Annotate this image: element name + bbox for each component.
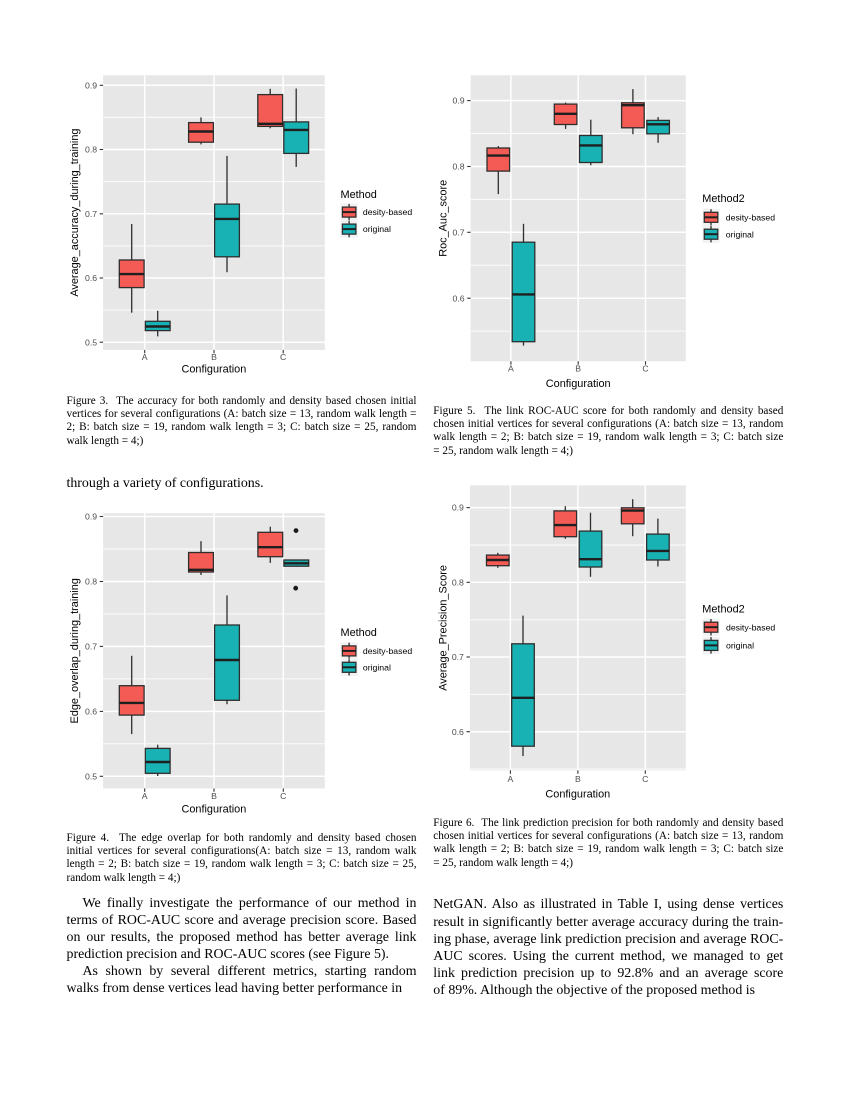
- svg-text:0.9: 0.9: [85, 512, 97, 522]
- svg-text:desity-based: desity-based: [363, 207, 412, 217]
- svg-text:0.6: 0.6: [85, 273, 97, 283]
- svg-text:0.7: 0.7: [85, 642, 97, 652]
- svg-text:Edge_overlap_during_training: Edge_overlap_during_training: [69, 578, 81, 723]
- svg-text:original: original: [726, 229, 754, 239]
- svg-text:Method: Method: [341, 627, 377, 639]
- svg-text:Average_Precision_Score: Average_Precision_Score: [437, 565, 449, 691]
- svg-text:desity-based: desity-based: [363, 646, 412, 656]
- svg-text:desity-based: desity-based: [726, 212, 775, 222]
- svg-text:B: B: [575, 774, 581, 784]
- svg-text:Configuration: Configuration: [182, 803, 247, 815]
- svg-text:0.9: 0.9: [453, 96, 465, 106]
- svg-text:Average_accuracy_during_traini: Average_accuracy_during_training: [69, 129, 81, 297]
- svg-text:0.8: 0.8: [85, 145, 97, 155]
- svg-text:0.8: 0.8: [85, 577, 97, 587]
- svg-text:Method2: Method2: [702, 193, 744, 205]
- svg-text:A: A: [508, 774, 514, 784]
- svg-text:Method2: Method2: [702, 603, 744, 615]
- svg-text:Roc_Auc_score: Roc_Auc_score: [437, 180, 449, 257]
- svg-text:0.6: 0.6: [453, 293, 465, 303]
- svg-text:0.9: 0.9: [85, 80, 97, 90]
- svg-text:original: original: [363, 224, 391, 234]
- svg-text:C: C: [280, 352, 286, 362]
- svg-text:0.8: 0.8: [453, 162, 465, 172]
- svg-text:original: original: [363, 662, 391, 672]
- svg-text:B: B: [575, 363, 581, 373]
- svg-text:C: C: [280, 791, 286, 801]
- svg-text:C: C: [642, 363, 648, 373]
- svg-text:0.6: 0.6: [85, 707, 97, 717]
- svg-text:A: A: [508, 363, 514, 373]
- svg-text:0.7: 0.7: [453, 227, 465, 237]
- svg-text:B: B: [211, 791, 217, 801]
- svg-text:original: original: [726, 641, 754, 651]
- svg-text:B: B: [211, 352, 217, 362]
- svg-text:Configuration: Configuration: [545, 789, 610, 801]
- svg-text:Configuration: Configuration: [182, 364, 247, 376]
- svg-text:0.5: 0.5: [85, 337, 97, 347]
- svg-text:A: A: [142, 791, 148, 801]
- svg-text:Configuration: Configuration: [546, 378, 611, 390]
- svg-text:Method: Method: [341, 189, 377, 201]
- svg-text:C: C: [642, 774, 648, 784]
- svg-text:desity-based: desity-based: [726, 622, 775, 632]
- svg-text:0.6: 0.6: [452, 727, 464, 737]
- svg-text:0.8: 0.8: [452, 577, 464, 587]
- svg-text:0.7: 0.7: [85, 209, 97, 219]
- svg-text:0.7: 0.7: [452, 652, 464, 662]
- svg-text:0.5: 0.5: [85, 771, 97, 781]
- svg-text:0.9: 0.9: [452, 503, 464, 513]
- svg-text:A: A: [142, 352, 148, 362]
